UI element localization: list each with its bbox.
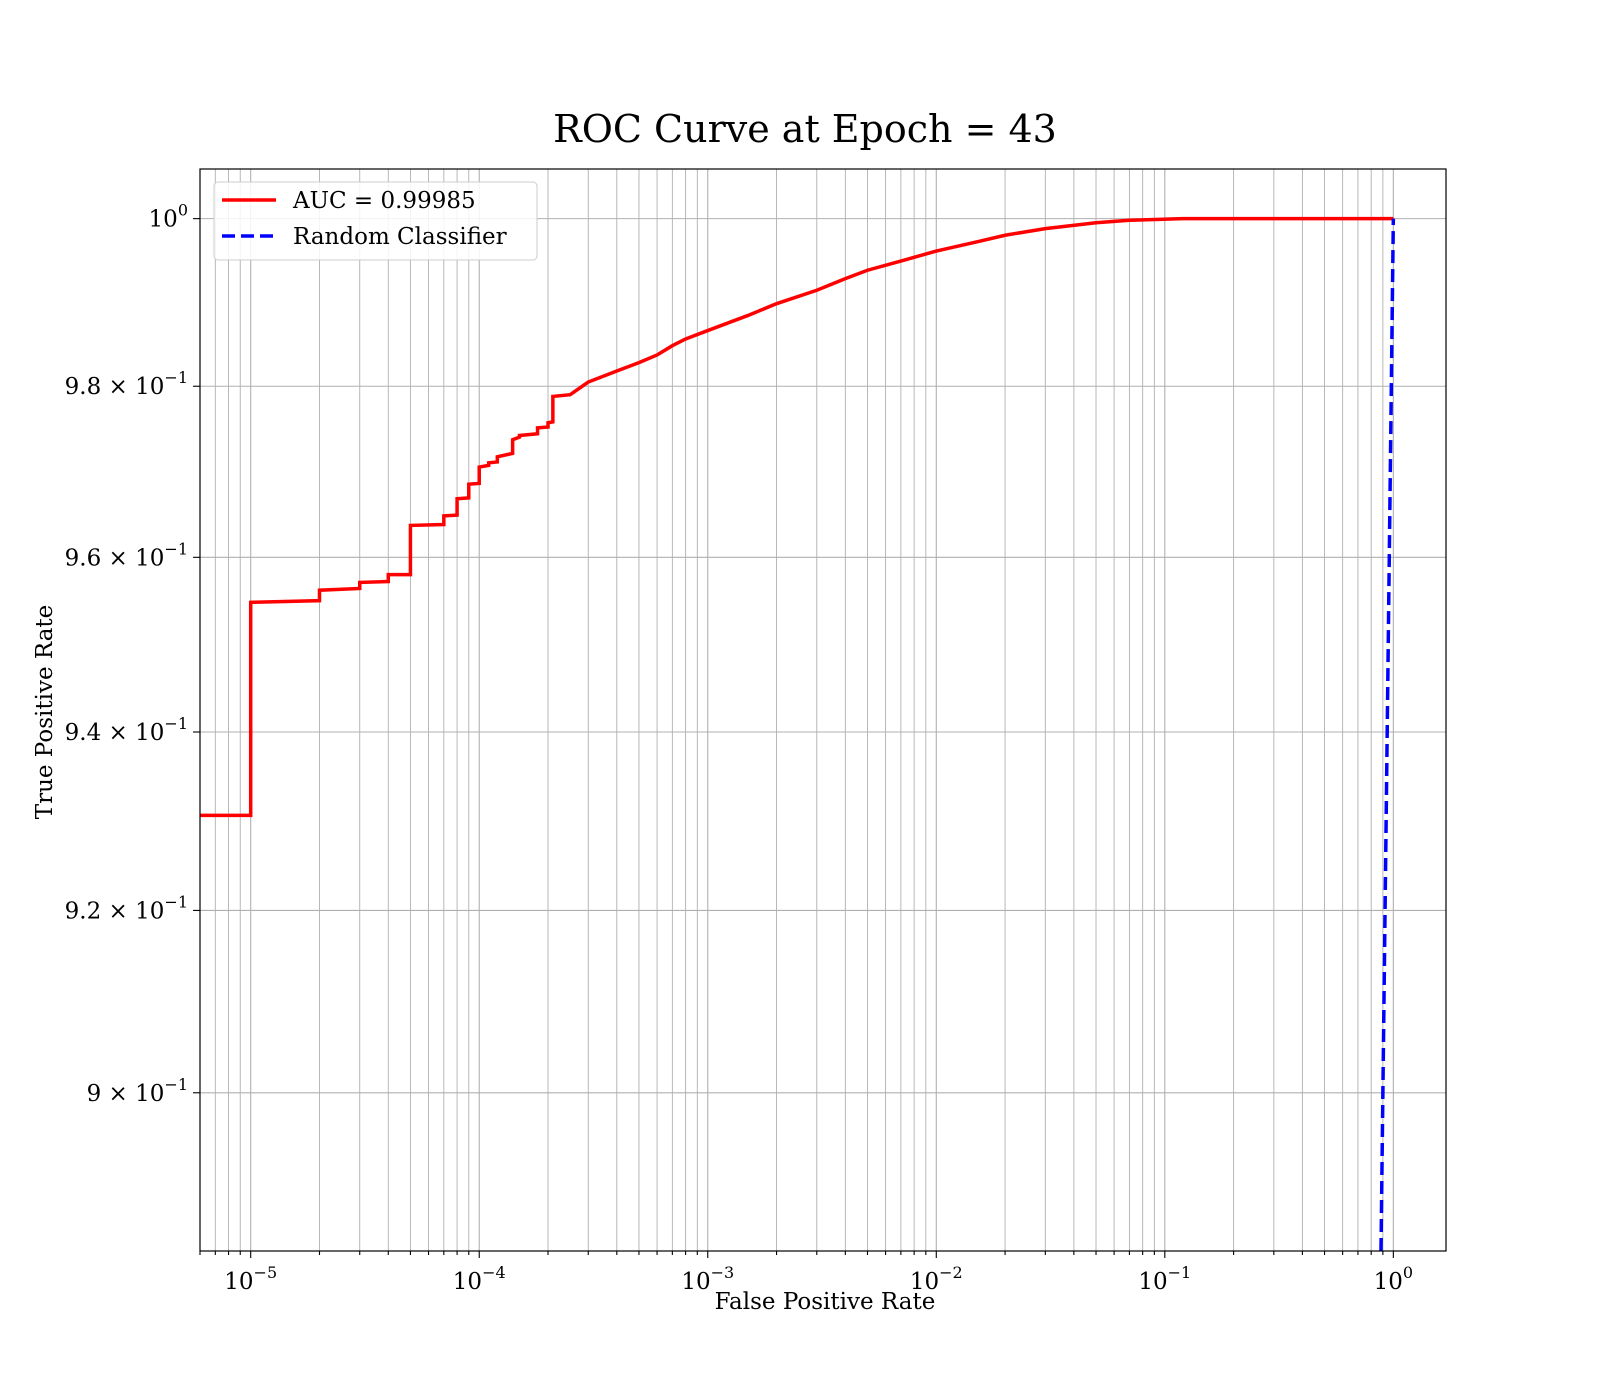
y-axis-label: True Positive Rate [32,605,58,820]
x-tick-label: 10−4 [453,1263,506,1295]
roc-curve-line [200,216,1394,818]
x-tick-label: 10−5 [224,1263,277,1295]
x-axis-label: False Positive Rate [715,1289,936,1315]
series-layer [200,216,1396,1252]
x-tick-label: 100 [1374,1263,1413,1295]
legend-box [213,181,538,261]
chart-title: ROC Curve at Epoch = 43 [553,107,1057,151]
legend: AUC = 0.99985 Random Classifier [213,181,538,261]
x-tick-label: 10−2 [910,1263,963,1295]
random-classifier-line [1379,218,1396,1252]
plot-frame [199,168,1447,1252]
y-tick-label: 9.2 × 10−1 [65,892,188,924]
x-tick-label: 10−1 [1138,1263,1191,1295]
y-tick-label: 9.8 × 10−1 [65,368,188,400]
legend-entry-random: Random Classifier [293,224,507,250]
x-tick-label: 10−3 [681,1263,734,1295]
y-tick-label: 9.6 × 10−1 [65,539,188,571]
x-axis-ticks: 10−5 10−4 10−3 10−2 10−1 100 [199,1251,1413,1295]
y-axis-ticks: 100 9.8 × 10−1 9.6 × 10−1 9.4 × 10−1 9.2 × 1… [65,201,200,1107]
grid [199,169,1446,1251]
y-tick-label: 9 × 10−1 [87,1075,188,1107]
y-tick-label: 9.4 × 10−1 [65,714,188,746]
legend-entry-auc: AUC = 0.99985 [292,188,476,214]
y-tick-label: 100 [149,201,188,233]
